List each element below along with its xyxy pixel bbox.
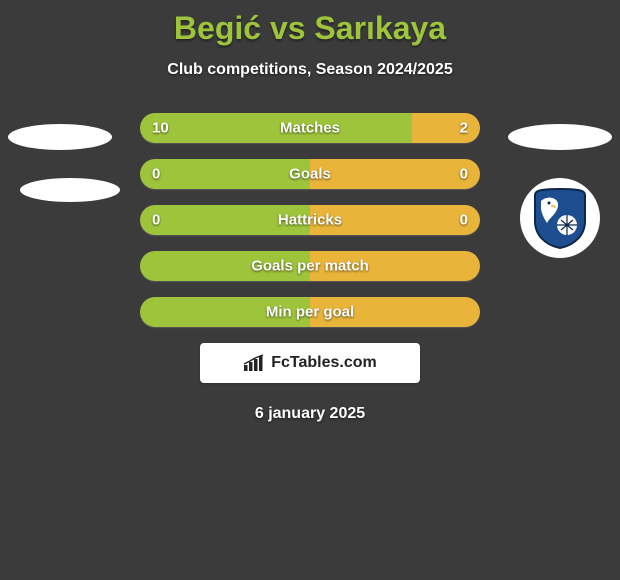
brand-text: FcTables.com	[271, 354, 377, 372]
stat-value-left: 10	[152, 120, 169, 137]
bar-chart-icon	[243, 354, 265, 372]
main-title: Begić vs Sarıkaya	[0, 0, 620, 47]
player-right-placeholder-1	[508, 124, 612, 150]
stat-label: Goals per match	[251, 258, 369, 275]
subtitle: Club competitions, Season 2024/2025	[0, 61, 620, 79]
stat-segment-left	[140, 159, 310, 189]
stat-value-right: 0	[460, 166, 468, 183]
stat-segment-right	[310, 159, 480, 189]
stat-bar-goals-per-match: Goals per match	[140, 251, 480, 281]
stat-value-right: 2	[460, 120, 468, 137]
player-left-placeholder-1	[8, 124, 112, 150]
stat-label: Goals	[289, 166, 331, 183]
stat-value-right: 0	[460, 212, 468, 229]
stat-segment-right	[412, 113, 480, 143]
team-left-placeholder	[20, 178, 120, 202]
team-right-logo	[520, 178, 600, 258]
stats-area: 10 2 Matches 0 0 Goals 0 0 Hattricks Goals per ma…	[140, 113, 480, 327]
brand-box[interactable]: FcTables.com	[200, 343, 420, 383]
stat-label: Min per goal	[266, 304, 354, 321]
stat-segment-left	[140, 113, 412, 143]
stat-value-left: 0	[152, 166, 160, 183]
stat-label: Matches	[280, 120, 340, 137]
stat-bar-hattricks: 0 0 Hattricks	[140, 205, 480, 235]
date-text: 6 january 2025	[0, 405, 620, 423]
erzurumspor-shield-icon	[531, 187, 589, 249]
stat-bar-matches: 10 2 Matches	[140, 113, 480, 143]
comparison-card: Begić vs Sarıkaya Club competitions, Sea…	[0, 0, 620, 580]
stat-value-left: 0	[152, 212, 160, 229]
stat-bar-min-per-goal: Min per goal	[140, 297, 480, 327]
stat-bar-goals: 0 0 Goals	[140, 159, 480, 189]
stat-label: Hattricks	[278, 212, 342, 229]
